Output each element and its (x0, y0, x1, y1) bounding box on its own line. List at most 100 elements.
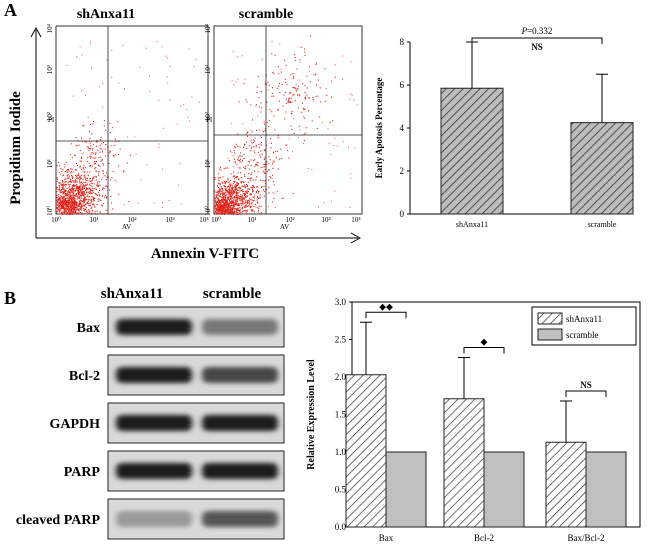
flow-dot (74, 201, 76, 203)
flow-dot (68, 206, 70, 208)
flow-dot (217, 200, 219, 202)
flow-dot (78, 189, 80, 191)
flow-dot (277, 87, 279, 89)
flow-dot (239, 199, 241, 201)
flow-dot (99, 165, 101, 167)
flow-dot (236, 203, 238, 205)
flow-dot (198, 101, 200, 103)
flow-dot (219, 195, 221, 197)
flow-dot (80, 206, 82, 208)
flow-dot (114, 155, 116, 157)
flow-dot (304, 98, 306, 100)
flow-dot (231, 210, 233, 212)
flow-dot (221, 198, 223, 200)
flow-dot (237, 194, 239, 196)
flow-dot (62, 200, 64, 202)
flow-dot (229, 159, 231, 161)
flow-dot (99, 184, 101, 186)
flow-dot (236, 192, 238, 194)
flow-dot (102, 164, 104, 166)
flow-dot (71, 192, 73, 194)
flow-dot (234, 196, 236, 198)
flow-dot (102, 173, 104, 175)
flow-dot (75, 182, 77, 184)
flow-dot (83, 195, 85, 197)
flow-dot (85, 183, 87, 185)
tick-x-2: 10² (127, 216, 136, 224)
flow-dot (229, 201, 231, 203)
flow-dot (81, 187, 83, 189)
flow-dot (256, 186, 258, 188)
flow-dot (227, 204, 229, 206)
flow-dot (236, 213, 238, 215)
flow-dot (232, 183, 234, 185)
flow-dot (304, 48, 306, 50)
p-value: =0.332 (527, 26, 552, 36)
flow-dot (71, 185, 73, 187)
flow-dot (280, 71, 282, 73)
flow-dot (108, 163, 110, 165)
flow-dot (57, 198, 59, 200)
flow-dot (78, 204, 80, 206)
flow-dot (250, 139, 252, 141)
flow-dot (104, 175, 106, 177)
flow-dot (167, 57, 169, 59)
flow-dot (246, 141, 248, 143)
flow-dot (223, 203, 225, 205)
flow-dot (227, 190, 229, 192)
flow-dot (350, 93, 352, 95)
flow-dot (87, 146, 89, 148)
flow-dot (257, 152, 259, 154)
flow-dot (334, 76, 336, 78)
flow-dot (85, 189, 87, 191)
flow-dot (58, 208, 60, 210)
flow-dot (98, 157, 100, 159)
flow-dot (312, 97, 314, 99)
flow-dot (162, 127, 164, 129)
flow-dot (243, 198, 245, 200)
flow-dot (123, 204, 125, 206)
flow-dot (221, 209, 223, 211)
significance-label: ◆ (481, 337, 488, 347)
flow-dot (260, 102, 262, 104)
flow-dot (237, 192, 239, 194)
flow-dot (102, 188, 104, 190)
flow-dot (77, 174, 79, 176)
flow-dot (221, 207, 223, 209)
flow-dot (79, 206, 81, 208)
flow-dot (260, 143, 262, 145)
flow-dot (249, 193, 251, 195)
flow-dot (99, 144, 101, 146)
flow-dot (79, 189, 81, 191)
flow-dot (222, 206, 224, 208)
flow-dot (85, 179, 87, 181)
flow-dot (84, 185, 86, 187)
flow-dot (70, 181, 72, 183)
flow-dot (61, 207, 63, 209)
flow-dot (70, 179, 72, 181)
flow-dot (95, 179, 97, 181)
flow-dot (232, 187, 234, 189)
flow-dot (229, 150, 231, 152)
flow-dot (228, 205, 230, 207)
flow-dot (188, 48, 190, 50)
flow-dot (220, 201, 222, 203)
flow-dot (111, 76, 113, 78)
flow-dot (258, 205, 260, 207)
flow-dot (234, 180, 236, 182)
flow-dot (233, 171, 235, 173)
flow-dot (233, 166, 235, 168)
flow-dot (63, 192, 65, 194)
flow-dot (305, 127, 307, 129)
flow-dot (252, 196, 254, 198)
flow-dot (71, 205, 73, 207)
flow-dot (225, 209, 227, 211)
flow-dot (234, 195, 236, 197)
flow-dot (258, 147, 260, 149)
flow-dot (80, 202, 82, 204)
flow-dot (62, 206, 64, 208)
flow-dot (78, 144, 80, 146)
flow-dot (268, 156, 270, 158)
flow-dot (260, 156, 262, 158)
flow-dot (79, 203, 81, 205)
